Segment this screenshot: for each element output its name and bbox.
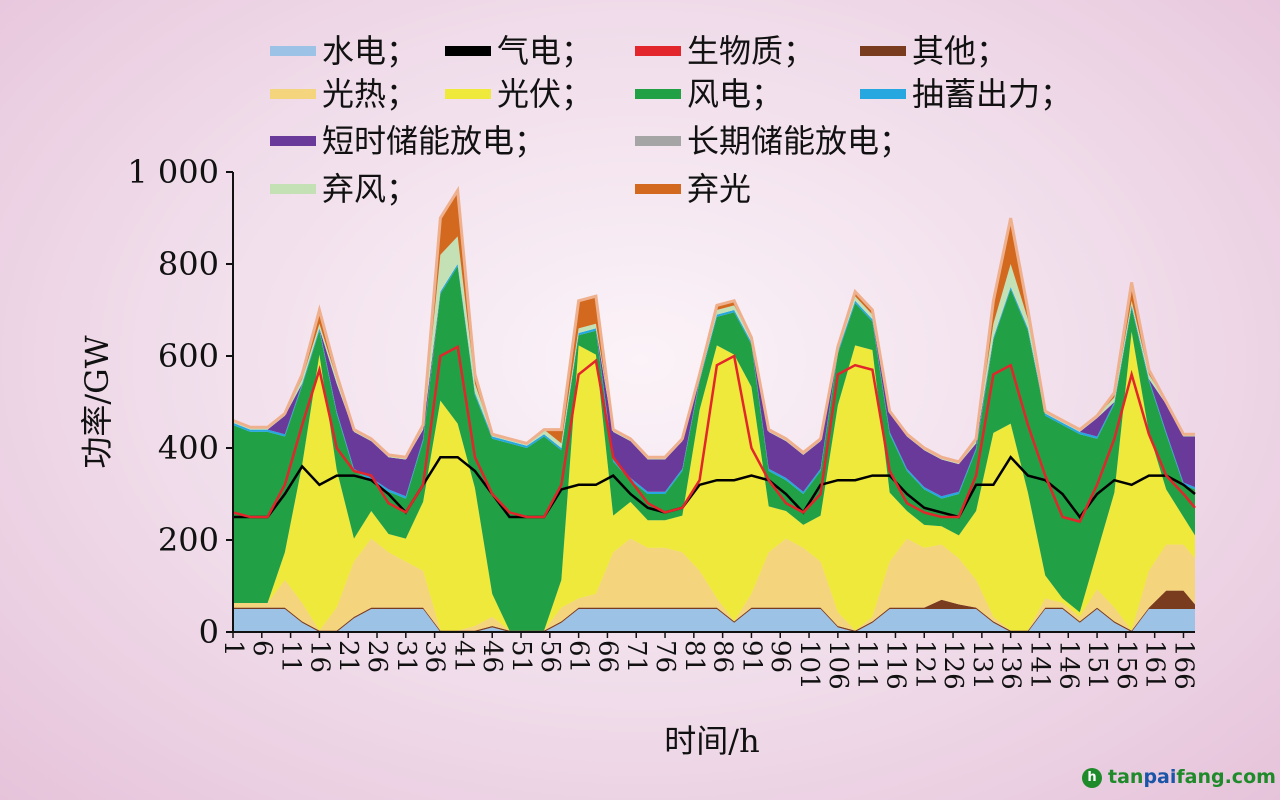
area-series-0 [233,609,1195,632]
y-tick-label: 200 [158,521,219,559]
legend-swatch [445,46,491,56]
x-tick-label: 121 [909,640,939,690]
watermark-logo-icon: h [1082,767,1102,788]
legend-label: 弃风； [322,170,418,208]
legend-swatch [270,89,316,99]
watermark: h tanpaifang.com [1082,766,1276,788]
x-tick-label: 41 [448,640,478,673]
x-tick-label: 81 [679,640,709,673]
y-tick-label: 800 [158,245,219,283]
legend-swatch [635,89,681,99]
x-tick-label: 1 [218,640,248,657]
area-layers [232,185,1195,632]
legend-item: 其他； [860,32,1008,70]
x-tick-label: 166 [1168,640,1198,690]
x-tick-label: 151 [1082,640,1112,690]
y-tick-label: 600 [158,337,219,375]
legend-swatch [860,46,906,56]
legend-label: 其他； [912,32,1008,70]
legend-swatch [635,46,681,56]
legend-item: 水电； [270,32,418,70]
x-tick-label: 126 [938,640,968,690]
legend-swatch [860,89,906,99]
legend-label: 生物质； [687,32,815,70]
watermark-text: pai [1143,766,1177,788]
total-outline [232,185,1195,464]
legend-item: 长期储能放电； [635,122,911,160]
legend-swatch [270,184,316,194]
legend-label: 光伏； [497,75,593,113]
legend-label: 短时储能放电； [322,122,546,160]
line-layers [232,344,1196,524]
x-tick-label: 91 [736,640,766,673]
legend-label: 气电； [497,32,593,70]
legend-item: 抽蓄出力； [860,75,1072,113]
x-axis-label: 时间/h [664,722,759,760]
legend-swatch [445,89,491,99]
x-tick-label: 66 [592,640,622,673]
legend-item: 光热； [270,75,418,113]
x-tick-label: 46 [477,640,507,673]
y-tick-label: 0 [199,613,219,651]
x-tick-label: 56 [535,640,565,673]
x-tick-label: 131 [967,640,997,690]
x-tick-label: 146 [1053,640,1083,690]
legend-label: 风电； [687,75,783,113]
y-axis-label: 功率/GW [78,335,116,468]
legend-swatch [270,46,316,56]
area-series-4 [233,266,1195,631]
x-tick-label: 21 [333,640,363,673]
line-series-1 [232,344,1196,524]
x-tick-label: 26 [362,640,392,673]
legend-label: 长期储能放电； [687,122,911,160]
legend-item: 短时储能放电； [270,122,546,160]
line-series-0 [233,455,1196,520]
x-tick-label: 31 [391,640,421,673]
legend-swatch [270,136,316,146]
legend-swatch [635,136,681,146]
legend-item: 气电； [445,32,593,70]
legend: 水电； 气电； 生物质； 其他； 光热； 光伏； 风电； 抽蓄出力； 短时储能放电； 长期储能放电… [270,32,1072,208]
x-tick-label: 141 [1024,640,1054,690]
legend-swatch [635,184,681,194]
y-tick-label: 1 000 [127,153,219,191]
x-tick-label: 11 [276,640,306,673]
x-tick-label: 76 [650,640,680,673]
x-tick-label: 116 [880,640,910,690]
legend-item: 弃风； [270,170,418,208]
legend-label: 光热； [322,75,418,113]
x-tick-label: 161 [1140,640,1170,690]
x-tick-label: 156 [1111,640,1141,690]
x-tick-label: 106 [823,640,853,690]
y-tick-label: 400 [158,429,219,467]
x-tick-label: 36 [420,640,450,673]
legend-item: 风电； [635,75,783,113]
area-series-1 [233,590,1195,632]
legend-label: 水电； [322,32,418,70]
watermark-text: tan [1108,766,1144,788]
x-tick-label: 71 [621,640,651,673]
legend-label: 弃光 [687,170,751,208]
watermark-text: fang.com [1176,766,1276,788]
x-tick-label: 61 [564,640,594,673]
x-tick-label: 136 [996,640,1026,690]
x-tick-label: 51 [506,640,536,673]
legend-item: 生物质； [635,32,815,70]
x-tick-label: 6 [247,640,277,657]
legend-label: 抽蓄出力； [912,75,1072,113]
legend-item: 光伏； [445,75,593,113]
x-tick-label: 86 [708,640,738,673]
x-tick-label: 111 [852,640,882,690]
x-tick-label: 96 [765,640,795,673]
x-tick-label: 101 [794,640,824,690]
area-series-2 [233,538,1195,631]
x-tick-label: 16 [304,640,334,673]
legend-item: 弃光 [635,170,751,208]
